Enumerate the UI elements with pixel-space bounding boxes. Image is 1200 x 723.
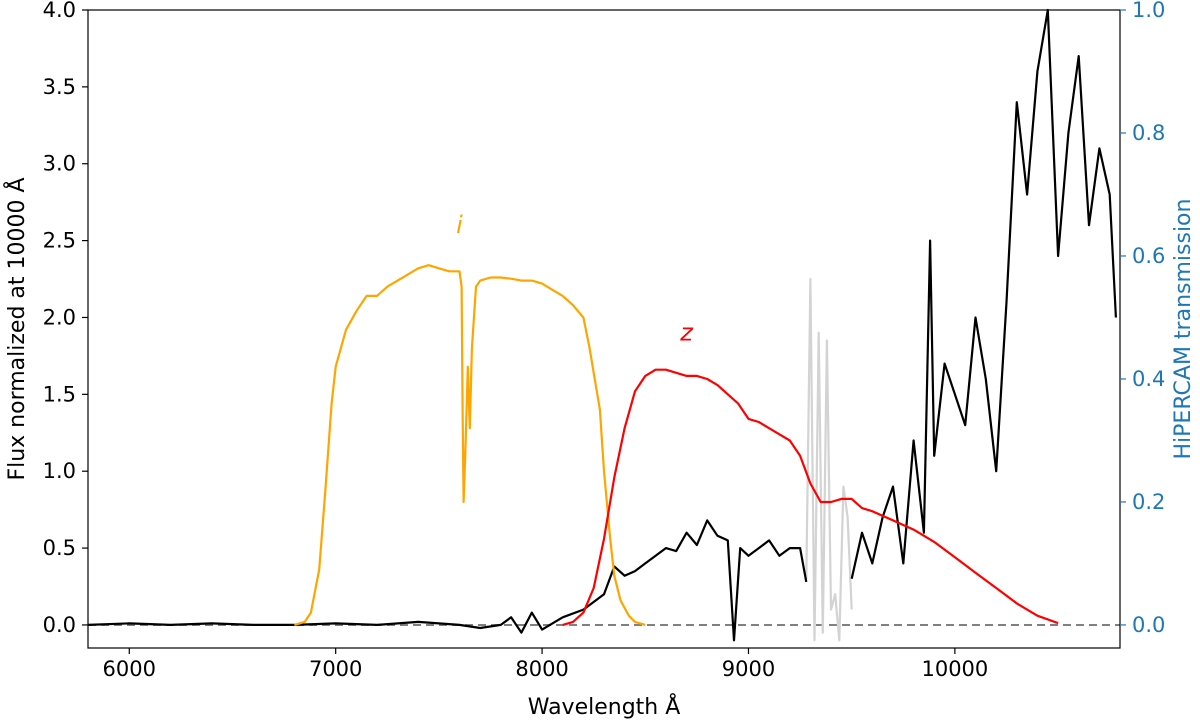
spectrum-line	[87, 519, 808, 642]
z-filter-curve	[562, 368, 1059, 626]
right-y-tick-label: 1.0	[1132, 0, 1165, 22]
right-y-tick-label: 0.0	[1132, 613, 1165, 637]
y-tick-label: 2.5	[43, 229, 76, 253]
axes-layer: 6000 7000 8000 9000 10000 0.0 0.5 1.0 1.5 2.0 2.5 3…	[43, 0, 1166, 681]
right-y-axis-label: HiPERCAM transmission	[1171, 199, 1196, 460]
plot-frame	[87, 9, 1121, 649]
x-axis-label: Wavelength Å	[528, 693, 681, 720]
annotation-z: z	[679, 319, 694, 347]
i-filter-curve	[294, 264, 646, 626]
x-tick-label: 8000	[515, 657, 568, 681]
y-tick-label: 0.5	[43, 536, 76, 560]
y-tick-label: 3.0	[43, 152, 76, 176]
y-tick-label: 3.5	[43, 75, 76, 99]
series-layer	[87, 8, 1120, 642]
y-tick-label: 1.0	[43, 459, 76, 483]
x-tick-label: 9000	[722, 657, 775, 681]
x-tick-label: 7000	[309, 657, 362, 681]
y-tick-label: 4.0	[43, 0, 76, 22]
spectrum-telluric-line	[805, 277, 853, 642]
x-tick-label: 6000	[103, 657, 156, 681]
right-y-tick-label: 0.8	[1132, 121, 1165, 145]
annotation-layer: iz	[456, 211, 694, 347]
x-tick-label: 10000	[921, 657, 988, 681]
right-y-tick-label: 0.6	[1132, 244, 1165, 268]
y-tick-label: 0.0	[43, 613, 76, 637]
y-axis-label: Flux normalized at 10000 Å	[3, 177, 30, 480]
y-tick-label: 1.5	[43, 382, 76, 406]
y-tick-label: 2.0	[43, 305, 76, 329]
right-y-tick-label: 0.4	[1132, 367, 1165, 391]
spectrum-red-end-line	[850, 8, 1117, 580]
annotation-i: i	[456, 211, 463, 239]
right-y-tick-label: 0.2	[1132, 490, 1165, 514]
